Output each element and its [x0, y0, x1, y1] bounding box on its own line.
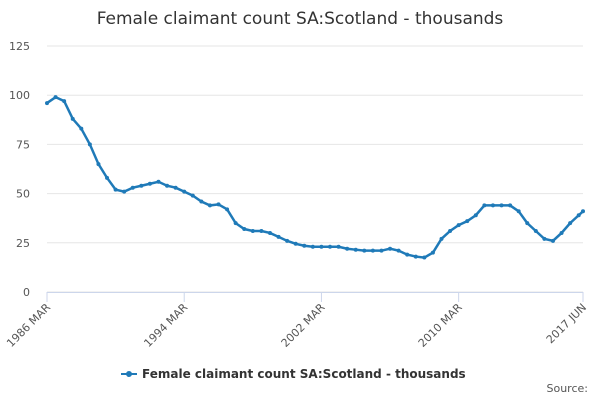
data-point: [516, 209, 521, 214]
data-point: [165, 183, 170, 188]
data-point: [147, 181, 152, 186]
data-point: [379, 248, 384, 253]
data-point: [533, 228, 538, 233]
data-point: [96, 162, 101, 167]
x-tick-label: 2017 JUN: [544, 301, 589, 346]
data-point: [53, 95, 58, 100]
data-point: [225, 207, 230, 212]
data-point: [113, 187, 118, 192]
data-point: [139, 183, 144, 188]
x-tick-label: 1994 MAR: [141, 301, 190, 350]
legend-label: Female claimant count SA:Scotland - thou…: [142, 367, 466, 381]
data-point: [490, 203, 495, 208]
data-point: [130, 185, 135, 190]
data-point: [293, 241, 298, 246]
data-point: [319, 244, 324, 249]
y-tick-label: 125: [9, 40, 30, 53]
data-point: [190, 193, 195, 198]
data-point: [302, 243, 307, 248]
data-point: [465, 219, 470, 224]
data-point: [276, 234, 281, 239]
source-note: Source:: [547, 382, 589, 395]
data-point: [259, 228, 264, 233]
data-point: [482, 203, 487, 208]
x-tick-label: 1986 MAR: [4, 301, 53, 350]
data-point: [182, 189, 187, 194]
data-point: [388, 246, 393, 251]
data-point: [122, 189, 127, 194]
data-point: [370, 248, 375, 253]
data-point: [207, 203, 212, 208]
data-point: [456, 223, 461, 228]
data-point: [62, 99, 67, 104]
data-point: [439, 236, 444, 241]
data-point: [499, 203, 504, 208]
data-point: [242, 227, 247, 232]
y-tick-label: 25: [16, 237, 30, 250]
data-point: [285, 238, 290, 243]
y-tick-label: 50: [16, 188, 30, 201]
data-point: [336, 244, 341, 249]
data-point: [568, 221, 573, 226]
data-point: [87, 142, 92, 147]
data-point: [345, 246, 350, 251]
data-point: [216, 202, 221, 207]
data-line: [46, 95, 584, 259]
data-point: [448, 228, 453, 233]
data-point: [173, 185, 178, 190]
data-point: [353, 247, 358, 252]
y-tick-label: 100: [9, 89, 30, 102]
data-point: [362, 248, 367, 253]
data-point: [542, 236, 547, 241]
data-point: [70, 116, 75, 121]
data-point: [250, 228, 255, 233]
data-point: [79, 126, 84, 131]
data-point: [199, 199, 204, 204]
y-tick-label: 75: [16, 138, 30, 151]
data-point: [396, 248, 401, 253]
x-tick-label: 2002 MAR: [279, 301, 328, 350]
data-point: [45, 101, 49, 106]
data-point: [267, 230, 272, 235]
data-point: [310, 244, 315, 249]
legend-marker: [126, 371, 132, 377]
chart-title: Female claimant count SA:Scotland - thou…: [97, 9, 504, 29]
data-point: [430, 250, 435, 255]
y-tick-label: 0: [23, 286, 30, 299]
data-point: [525, 221, 530, 226]
data-point: [559, 230, 564, 235]
data-point: [473, 213, 478, 218]
data-point: [105, 175, 110, 180]
data-point: [413, 254, 418, 259]
data-point: [576, 213, 581, 218]
data-point: [233, 221, 238, 226]
data-point: [328, 244, 333, 249]
data-point: [405, 252, 410, 257]
data-point: [156, 179, 161, 184]
data-point: [550, 238, 555, 243]
x-tick-label: 2010 MAR: [416, 301, 465, 350]
data-point: [581, 209, 585, 214]
data-point: [422, 255, 427, 260]
data-point: [508, 203, 513, 208]
